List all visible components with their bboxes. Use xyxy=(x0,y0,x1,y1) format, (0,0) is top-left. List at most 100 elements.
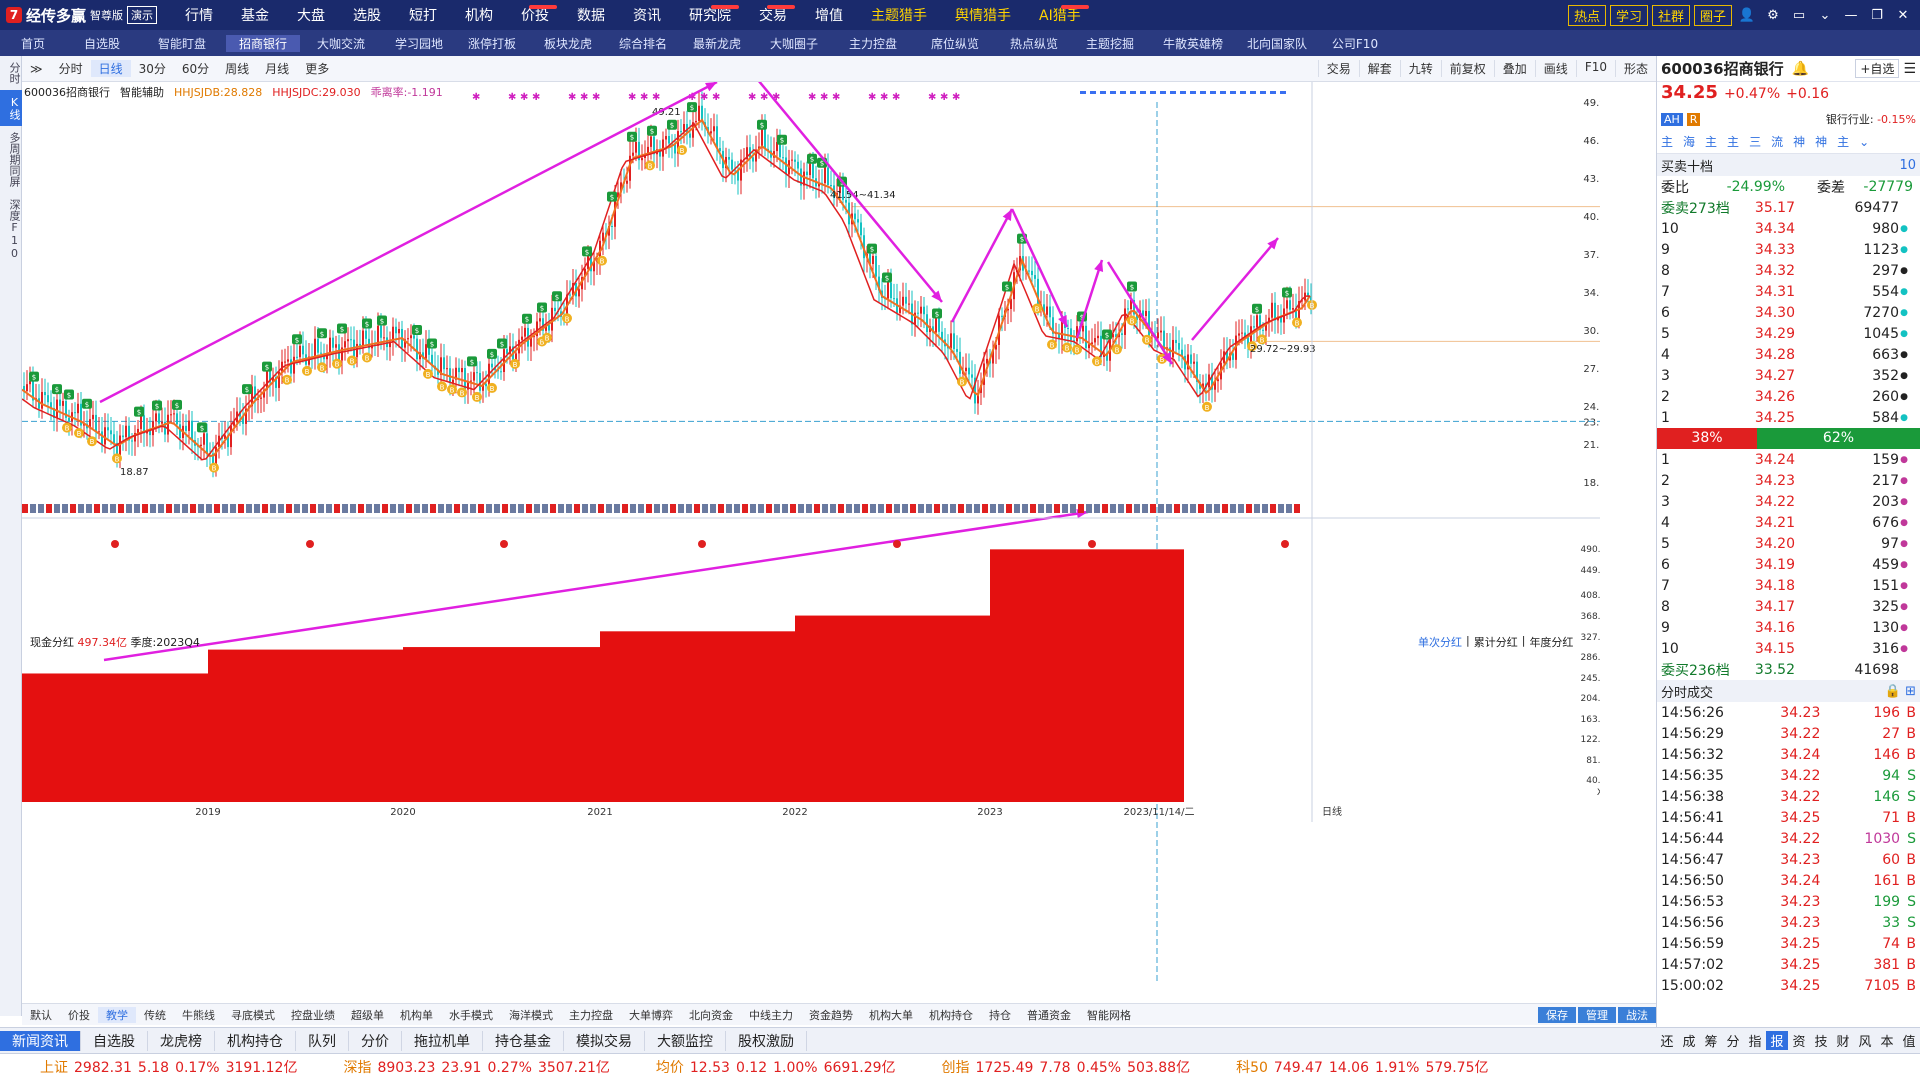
news-tab[interactable]: 拖拉机单 xyxy=(402,1030,483,1051)
minimize-icon[interactable]: — xyxy=(1844,7,1858,23)
tick-row[interactable]: 14:56:26 34.23 196 B xyxy=(1657,702,1920,723)
template-tab[interactable]: 默认 xyxy=(30,1008,52,1022)
news-tab[interactable]: 自选股 xyxy=(81,1030,148,1051)
index-ticker-item[interactable]: 均价 12.53 0.12 1.00% 6691.29亿 xyxy=(616,1057,902,1077)
template-action-button[interactable]: 保存 xyxy=(1538,1006,1576,1023)
bids-row[interactable]: 7 34.18 151 ● xyxy=(1657,575,1920,596)
left-strip-tab[interactable]: 分时 xyxy=(8,62,21,84)
ah-tag[interactable]: AH xyxy=(1661,112,1683,126)
tick-row[interactable]: 14:56:59 34.25 74 B xyxy=(1657,933,1920,954)
template-tab[interactable]: 智能网格 xyxy=(1087,1008,1131,1022)
circle-button[interactable]: 圈子 xyxy=(1693,4,1732,26)
restore-icon[interactable]: ❐ xyxy=(1871,7,1883,23)
top-menu-item[interactable]: 研究院 xyxy=(675,5,745,25)
kline-chart[interactable]: 49.90 46.73 43.56 40.39 37.21 34.04 30.87 27.70… xyxy=(22,82,1600,1002)
chart-tool-button[interactable]: 画线 xyxy=(1534,60,1576,77)
chevron-down-icon[interactable]: ⌄ xyxy=(1819,7,1831,23)
template-tab[interactable]: 机构单 xyxy=(400,1008,433,1022)
tick-row[interactable]: 14:56:32 34.24 146 B xyxy=(1657,744,1920,765)
template-tab[interactable]: 资金趋势 xyxy=(809,1008,853,1022)
quote-tool-icon[interactable]: 流 xyxy=(1771,135,1784,149)
quote-tool-icon[interactable]: 主 xyxy=(1705,135,1718,149)
asks-row[interactable]: 6 34.30 7270 ● xyxy=(1657,302,1920,323)
bids-row[interactable]: 5 34.20 97 ● xyxy=(1657,533,1920,554)
left-strip-tab[interactable]: 深度F10 xyxy=(8,199,21,260)
asks-row[interactable]: 2 34.26 260 ● xyxy=(1657,386,1920,407)
template-tab[interactable]: 机构持仓 xyxy=(929,1008,973,1022)
template-tab[interactable]: 中线主力 xyxy=(749,1008,793,1022)
tick-row[interactable]: 14:56:29 34.22 27 B xyxy=(1657,723,1920,744)
index-ticker-item[interactable]: 深指 8903.23 23.91 0.27% 3507.21亿 xyxy=(303,1057,615,1077)
top-menu-item[interactable]: 交易 xyxy=(745,5,801,25)
chart-tool-button[interactable]: 形态 xyxy=(1614,60,1656,77)
expand-icon[interactable]: ⌄ xyxy=(1859,134,1870,149)
index-ticker-item[interactable]: 上证 2982.31 5.18 0.17% 3191.12亿 xyxy=(0,1057,303,1077)
period-tab[interactable]: 月线 xyxy=(265,62,290,76)
news-tab[interactable]: 股权激励 xyxy=(726,1030,807,1051)
template-tab[interactable]: 传统 xyxy=(144,1008,166,1022)
subnav-item[interactable]: 综合排名 xyxy=(618,36,667,51)
side-tab[interactable]: 资 xyxy=(1792,1035,1806,1050)
subnav-item[interactable]: 公司F10 xyxy=(1331,36,1379,51)
subnav-item[interactable]: 招商银行 xyxy=(226,34,300,52)
learn-button[interactable]: 学习 xyxy=(1609,4,1648,26)
bids-row[interactable]: 2 34.23 217 ● xyxy=(1657,470,1920,491)
bids-row[interactable]: 1 34.24 159 ● xyxy=(1657,449,1920,470)
side-tab[interactable]: 分 xyxy=(1726,1035,1740,1050)
quote-tool-icon[interactable]: 神 xyxy=(1815,135,1828,149)
subnav-item[interactable]: 牛散英雄榜 xyxy=(1162,36,1223,51)
hot-button[interactable]: 热点 xyxy=(1567,4,1606,26)
template-action-button[interactable]: 战法 xyxy=(1618,1006,1656,1023)
news-tab[interactable]: 新闻资讯 xyxy=(0,1030,81,1051)
bids-row[interactable]: 4 34.21 676 ● xyxy=(1657,512,1920,533)
r-tag[interactable]: R xyxy=(1686,112,1701,126)
tab-single-dividend[interactable]: 单次分红 xyxy=(1418,636,1462,649)
asks-row[interactable]: 10 34.34 980 ● xyxy=(1657,218,1920,239)
quote-tool-icon[interactable]: 神 xyxy=(1793,135,1806,149)
chart-tool-button[interactable]: 叠加 xyxy=(1493,60,1535,77)
tab-annual-dividend[interactable]: 年度分红 xyxy=(1529,636,1574,649)
template-tab[interactable]: 持仓 xyxy=(989,1008,1011,1022)
top-menu-item[interactable]: AI猎手 xyxy=(1025,5,1095,25)
add-watchlist-button[interactable]: +自选 xyxy=(1855,59,1900,78)
news-tab[interactable]: 大额监控 xyxy=(645,1030,726,1051)
period-tab[interactable]: 60分 xyxy=(181,62,210,76)
subnav-item[interactable]: 大咖交流 xyxy=(316,36,365,51)
top-menu-item[interactable]: 增值 xyxy=(815,8,844,24)
subnav-item[interactable]: 涨停打板 xyxy=(467,36,516,51)
template-tab[interactable]: 牛熊线 xyxy=(182,1008,215,1022)
news-tab[interactable]: 机构持仓 xyxy=(215,1030,296,1051)
side-tab[interactable]: 还 xyxy=(1660,1035,1674,1050)
template-tab[interactable]: 大单博弈 xyxy=(629,1008,673,1022)
close-icon[interactable]: ✕ xyxy=(1897,7,1909,23)
subnav-item[interactable]: 板块龙虎 xyxy=(543,36,592,51)
quote-tool-icon[interactable]: 主 xyxy=(1727,135,1740,149)
subnav-item[interactable]: 北向国家队 xyxy=(1246,36,1307,51)
bids-row[interactable]: 6 34.19 459 ● xyxy=(1657,554,1920,575)
index-ticker-item[interactable]: 科50 749.47 14.06 1.91% 579.75亿 xyxy=(1196,1057,1494,1077)
settings-icon[interactable]: ⚙ xyxy=(1767,7,1779,23)
side-tab[interactable]: 风 xyxy=(1858,1035,1872,1050)
quote-tool-icon[interactable]: 主 xyxy=(1661,135,1674,149)
news-tab[interactable]: 分价 xyxy=(349,1030,402,1051)
bids-row[interactable]: 3 34.22 203 ● xyxy=(1657,491,1920,512)
template-tab[interactable]: 控盘业绩 xyxy=(291,1008,335,1022)
side-tab[interactable]: 财 xyxy=(1836,1035,1850,1050)
news-tab[interactable]: 持仓基金 xyxy=(483,1030,564,1051)
top-menu-item[interactable]: 资讯 xyxy=(633,8,662,24)
tab-cumulative-dividend[interactable]: 累计分红 xyxy=(1473,636,1518,649)
side-tab[interactable]: 成 xyxy=(1682,1035,1696,1050)
tick-row[interactable]: 14:56:44 34.22 1030 S xyxy=(1657,828,1920,849)
demo-badge[interactable]: 演示 xyxy=(127,6,158,24)
tick-row[interactable]: 14:56:56 34.23 33 S xyxy=(1657,912,1920,933)
tick-row[interactable]: 14:56:53 34.23 199 S xyxy=(1657,891,1920,912)
order-book-count[interactable]: 10 xyxy=(1899,157,1916,173)
expand-icon[interactable]: ≫ xyxy=(30,61,43,76)
news-tab[interactable]: 模拟交易 xyxy=(564,1030,645,1051)
left-strip-tab[interactable]: K线 xyxy=(0,90,22,126)
user-icon[interactable]: 👤 xyxy=(1738,7,1756,23)
tick-row[interactable]: 14:56:47 34.23 60 B xyxy=(1657,849,1920,870)
assist-toggle[interactable]: 智能辅助 xyxy=(120,86,164,99)
menu-icon[interactable]: ☰ xyxy=(1903,60,1916,77)
template-tab[interactable]: 机构大单 xyxy=(869,1008,913,1022)
